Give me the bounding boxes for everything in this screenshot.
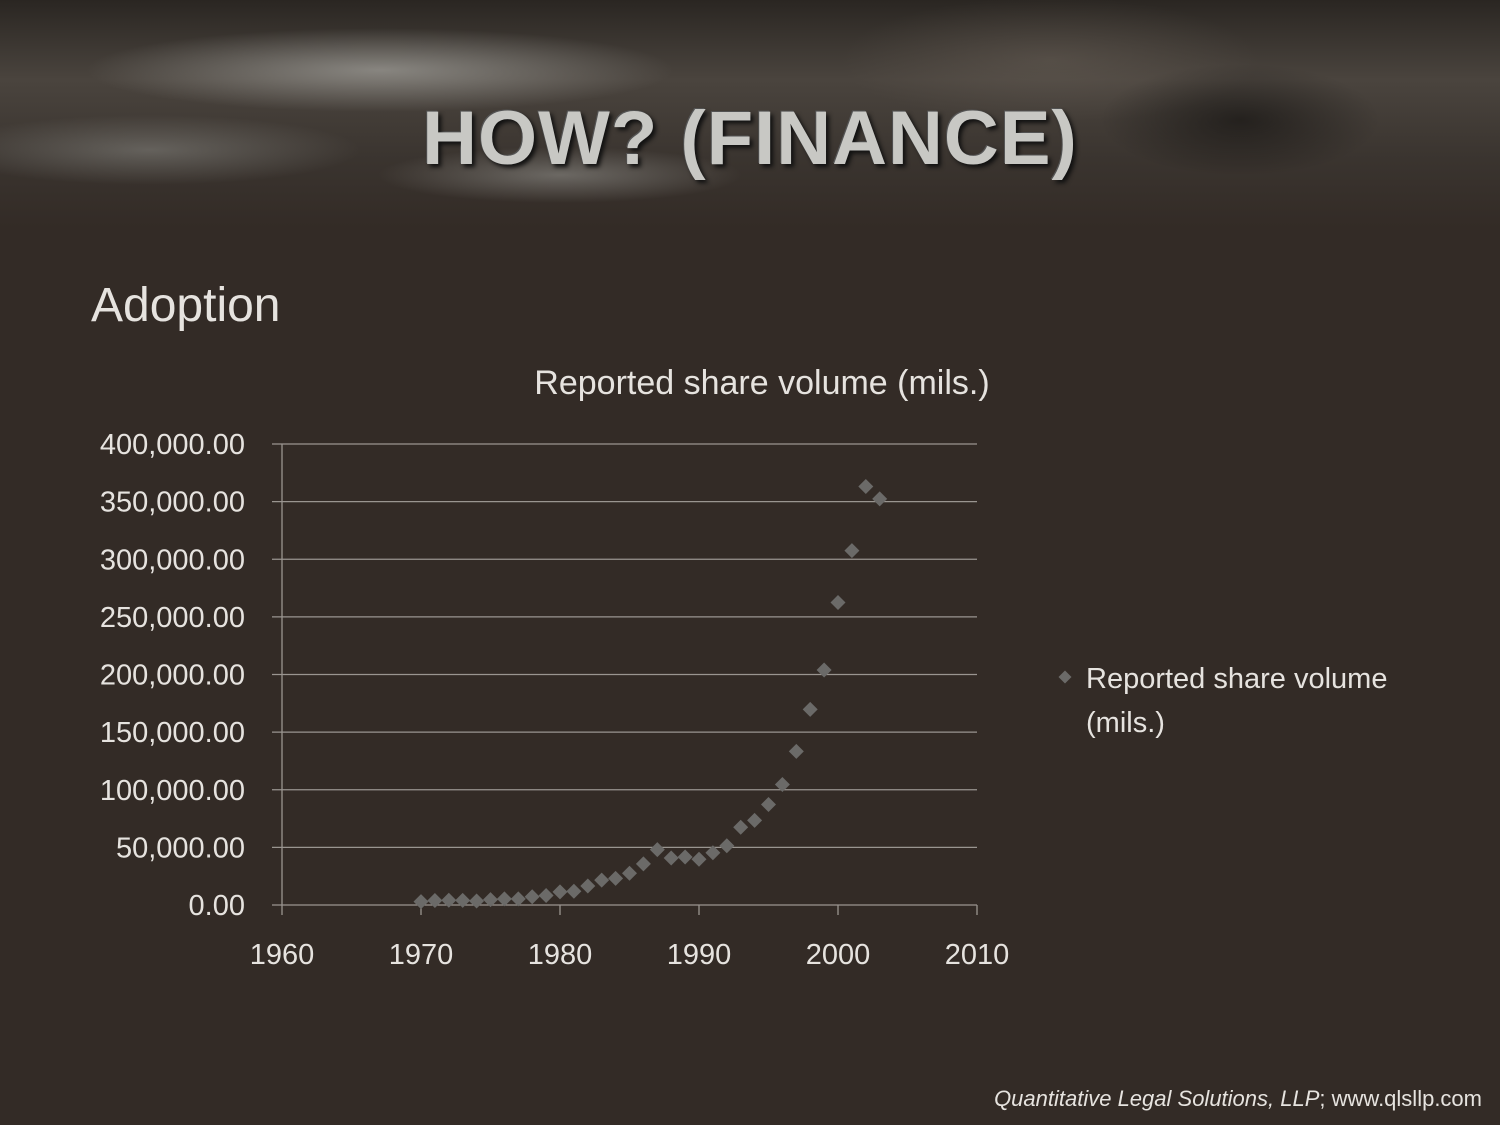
data-point: [677, 849, 693, 865]
y-tick-label: 50,000.00: [116, 832, 245, 864]
data-point: [844, 543, 860, 559]
data-point: [788, 743, 804, 759]
slide-subtitle: Adoption: [91, 279, 281, 332]
data-point: [802, 701, 818, 717]
data-point: [455, 892, 471, 908]
data-point: [552, 884, 568, 900]
data-point: [483, 892, 498, 908]
data-point: [580, 878, 596, 894]
data-point: [761, 797, 776, 813]
legend-marker: [1058, 670, 1072, 684]
data-point: [719, 838, 735, 854]
data-point: [747, 812, 763, 828]
header-banner-image: [0, 0, 1500, 228]
data-point: [774, 776, 790, 792]
x-tick-label: 2000: [806, 939, 871, 971]
axes: 0.00 50,000.00 100,000.00 150,000.00 200,000…: [100, 429, 1009, 971]
y-tick-label: 150,000.00: [100, 717, 245, 749]
data-point: [441, 892, 457, 908]
data-point: [608, 870, 624, 886]
data-point: [413, 894, 429, 910]
legend: Reported share volume (mils.): [1058, 663, 1387, 739]
slide-title: HOW? (FINANCE): [422, 96, 1078, 181]
data-point: [496, 891, 512, 907]
data-point: [538, 888, 554, 904]
y-tick-label: 350,000.00: [100, 487, 245, 519]
y-tick-label: 300,000.00: [100, 544, 245, 576]
data-point: [469, 893, 485, 909]
data-points: [413, 479, 888, 910]
data-point: [858, 479, 874, 495]
legend-label-line2: (mils.): [1086, 707, 1165, 739]
y-tick-label: 200,000.00: [100, 660, 245, 692]
data-point: [691, 851, 707, 867]
footer-firm: Quantitative Legal Solutions, LLP: [994, 1086, 1320, 1111]
x-tick-label: 1980: [528, 939, 593, 971]
y-tick-label: 250,000.00: [100, 602, 245, 634]
gridlines: [272, 443, 977, 906]
y-tick-label: 400,000.00: [100, 429, 245, 461]
data-point: [566, 883, 582, 899]
data-point: [816, 662, 832, 678]
x-tick-label: 1990: [667, 939, 732, 971]
x-tick-label: 2010: [945, 939, 1010, 971]
legend-label-line1: Reported share volume: [1086, 663, 1387, 695]
data-point: [649, 842, 665, 858]
data-point: [524, 889, 540, 905]
data-point: [705, 845, 721, 861]
data-point: [872, 491, 888, 507]
y-tick-label: 100,000.00: [100, 775, 245, 807]
data-point: [733, 819, 749, 835]
data-point: [510, 891, 526, 907]
x-tick-label: 1960: [250, 939, 315, 971]
x-tick-label: 1970: [389, 939, 454, 971]
footer-credit: Quantitative Legal Solutions, LLP; www.q…: [994, 1086, 1482, 1112]
data-point: [427, 893, 443, 909]
data-point: [663, 850, 679, 866]
y-tick-label: 0.00: [189, 890, 245, 922]
footer-separator: ;: [1319, 1086, 1332, 1111]
footer-url: www.qlsllp.com: [1331, 1086, 1482, 1111]
data-point: [830, 594, 846, 610]
data-point: [594, 872, 610, 888]
chart-title: Reported share volume (mils.): [534, 364, 989, 402]
data-point: [635, 856, 651, 872]
data-point: [622, 865, 637, 881]
